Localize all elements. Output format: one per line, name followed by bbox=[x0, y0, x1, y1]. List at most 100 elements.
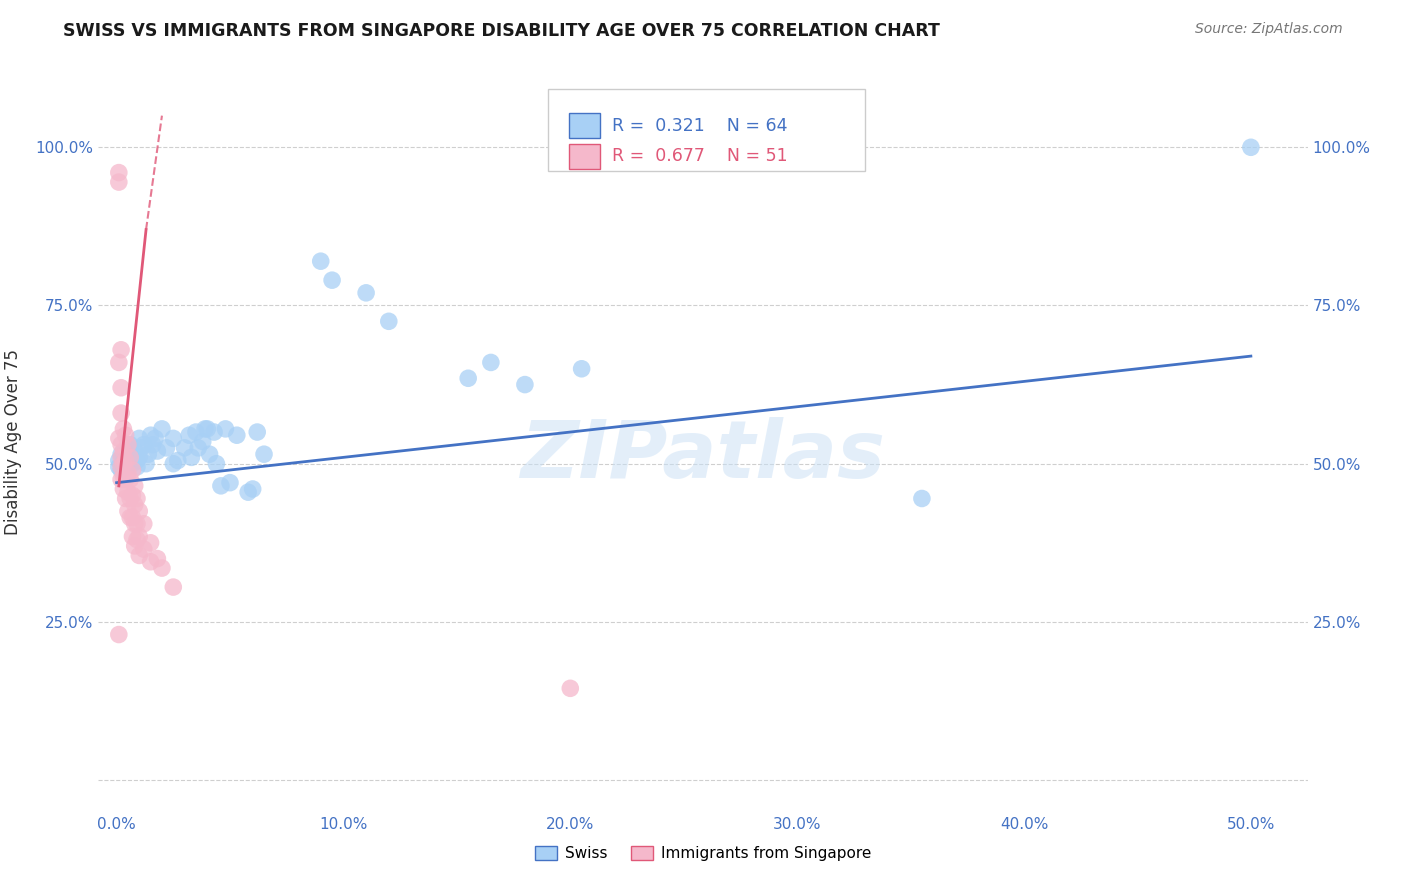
Point bbox=[110, 463, 132, 477]
Point bbox=[124, 516, 146, 531]
Point bbox=[128, 549, 150, 563]
Point bbox=[112, 457, 135, 471]
Point bbox=[162, 580, 184, 594]
Point bbox=[117, 466, 139, 480]
Point bbox=[110, 447, 132, 461]
Point bbox=[124, 479, 146, 493]
Text: R =  0.677    N = 51: R = 0.677 N = 51 bbox=[612, 147, 787, 165]
Point bbox=[246, 425, 269, 439]
Point bbox=[120, 510, 142, 524]
Text: R =  0.321    N = 64: R = 0.321 N = 64 bbox=[612, 117, 787, 135]
Point bbox=[125, 491, 148, 506]
Point bbox=[120, 473, 142, 487]
Point bbox=[125, 453, 148, 467]
Point bbox=[110, 473, 132, 487]
Point bbox=[114, 453, 136, 467]
Point bbox=[108, 431, 131, 445]
Point bbox=[225, 428, 247, 442]
Point bbox=[571, 361, 593, 376]
Point bbox=[108, 175, 131, 189]
Point bbox=[124, 539, 146, 553]
Point bbox=[180, 450, 202, 465]
Point bbox=[121, 457, 143, 471]
Point bbox=[195, 422, 218, 436]
Point bbox=[117, 504, 139, 518]
Text: SWISS VS IMMIGRANTS FROM SINGAPORE DISABILITY AGE OVER 75 CORRELATION CHART: SWISS VS IMMIGRANTS FROM SINGAPORE DISAB… bbox=[63, 22, 941, 40]
Point bbox=[124, 450, 146, 465]
Point bbox=[117, 485, 139, 500]
Point bbox=[112, 422, 135, 436]
Point bbox=[1240, 140, 1263, 154]
Point bbox=[173, 441, 195, 455]
Point bbox=[479, 355, 502, 369]
Text: ZIPatlas: ZIPatlas bbox=[520, 417, 886, 495]
Point bbox=[110, 459, 132, 474]
Point bbox=[219, 475, 242, 490]
Point bbox=[114, 453, 136, 467]
Point bbox=[110, 406, 132, 420]
Point bbox=[309, 254, 332, 268]
Point bbox=[457, 371, 479, 385]
Point bbox=[112, 469, 135, 483]
Point bbox=[121, 488, 143, 502]
Point bbox=[128, 504, 150, 518]
Point bbox=[128, 450, 150, 465]
Point bbox=[121, 529, 143, 543]
Point bbox=[110, 438, 132, 452]
Point bbox=[198, 447, 221, 461]
Point bbox=[125, 459, 148, 474]
Point bbox=[120, 450, 142, 465]
Point bbox=[125, 516, 148, 531]
Point bbox=[110, 450, 132, 465]
Point bbox=[132, 438, 155, 452]
Point bbox=[112, 459, 135, 474]
Point bbox=[142, 438, 165, 452]
Point bbox=[121, 463, 143, 477]
Point bbox=[205, 457, 228, 471]
Point bbox=[139, 555, 162, 569]
Point bbox=[124, 444, 146, 458]
Point bbox=[112, 482, 135, 496]
Point bbox=[162, 431, 184, 445]
Point bbox=[378, 314, 401, 328]
Point bbox=[139, 536, 162, 550]
Point bbox=[121, 510, 143, 524]
Point bbox=[120, 453, 142, 467]
Point bbox=[513, 377, 536, 392]
Point bbox=[128, 431, 150, 445]
Point bbox=[202, 425, 225, 439]
Point bbox=[162, 457, 184, 471]
Point bbox=[150, 422, 173, 436]
Point bbox=[166, 453, 188, 467]
Point bbox=[124, 498, 146, 512]
Point bbox=[132, 516, 155, 531]
Point bbox=[131, 441, 153, 455]
Point bbox=[187, 441, 209, 455]
Point bbox=[117, 450, 139, 465]
Text: Source: ZipAtlas.com: Source: ZipAtlas.com bbox=[1195, 22, 1343, 37]
Point bbox=[114, 473, 136, 487]
Point bbox=[117, 459, 139, 474]
Point bbox=[132, 542, 155, 557]
Point bbox=[117, 441, 139, 455]
Point bbox=[114, 428, 136, 442]
Point bbox=[121, 447, 143, 461]
Point bbox=[108, 166, 131, 180]
Point bbox=[150, 561, 173, 575]
Point bbox=[236, 485, 259, 500]
Point bbox=[108, 459, 131, 474]
Point bbox=[135, 457, 157, 471]
Point bbox=[146, 444, 169, 458]
Point bbox=[143, 431, 166, 445]
Point bbox=[209, 479, 232, 493]
Point bbox=[146, 551, 169, 566]
Point bbox=[155, 441, 177, 455]
Point bbox=[120, 491, 142, 506]
Point bbox=[242, 482, 264, 496]
Point bbox=[179, 428, 201, 442]
Point bbox=[136, 447, 159, 461]
Point bbox=[112, 457, 135, 471]
Point bbox=[321, 273, 343, 287]
Point bbox=[117, 438, 139, 452]
Point bbox=[108, 355, 131, 369]
